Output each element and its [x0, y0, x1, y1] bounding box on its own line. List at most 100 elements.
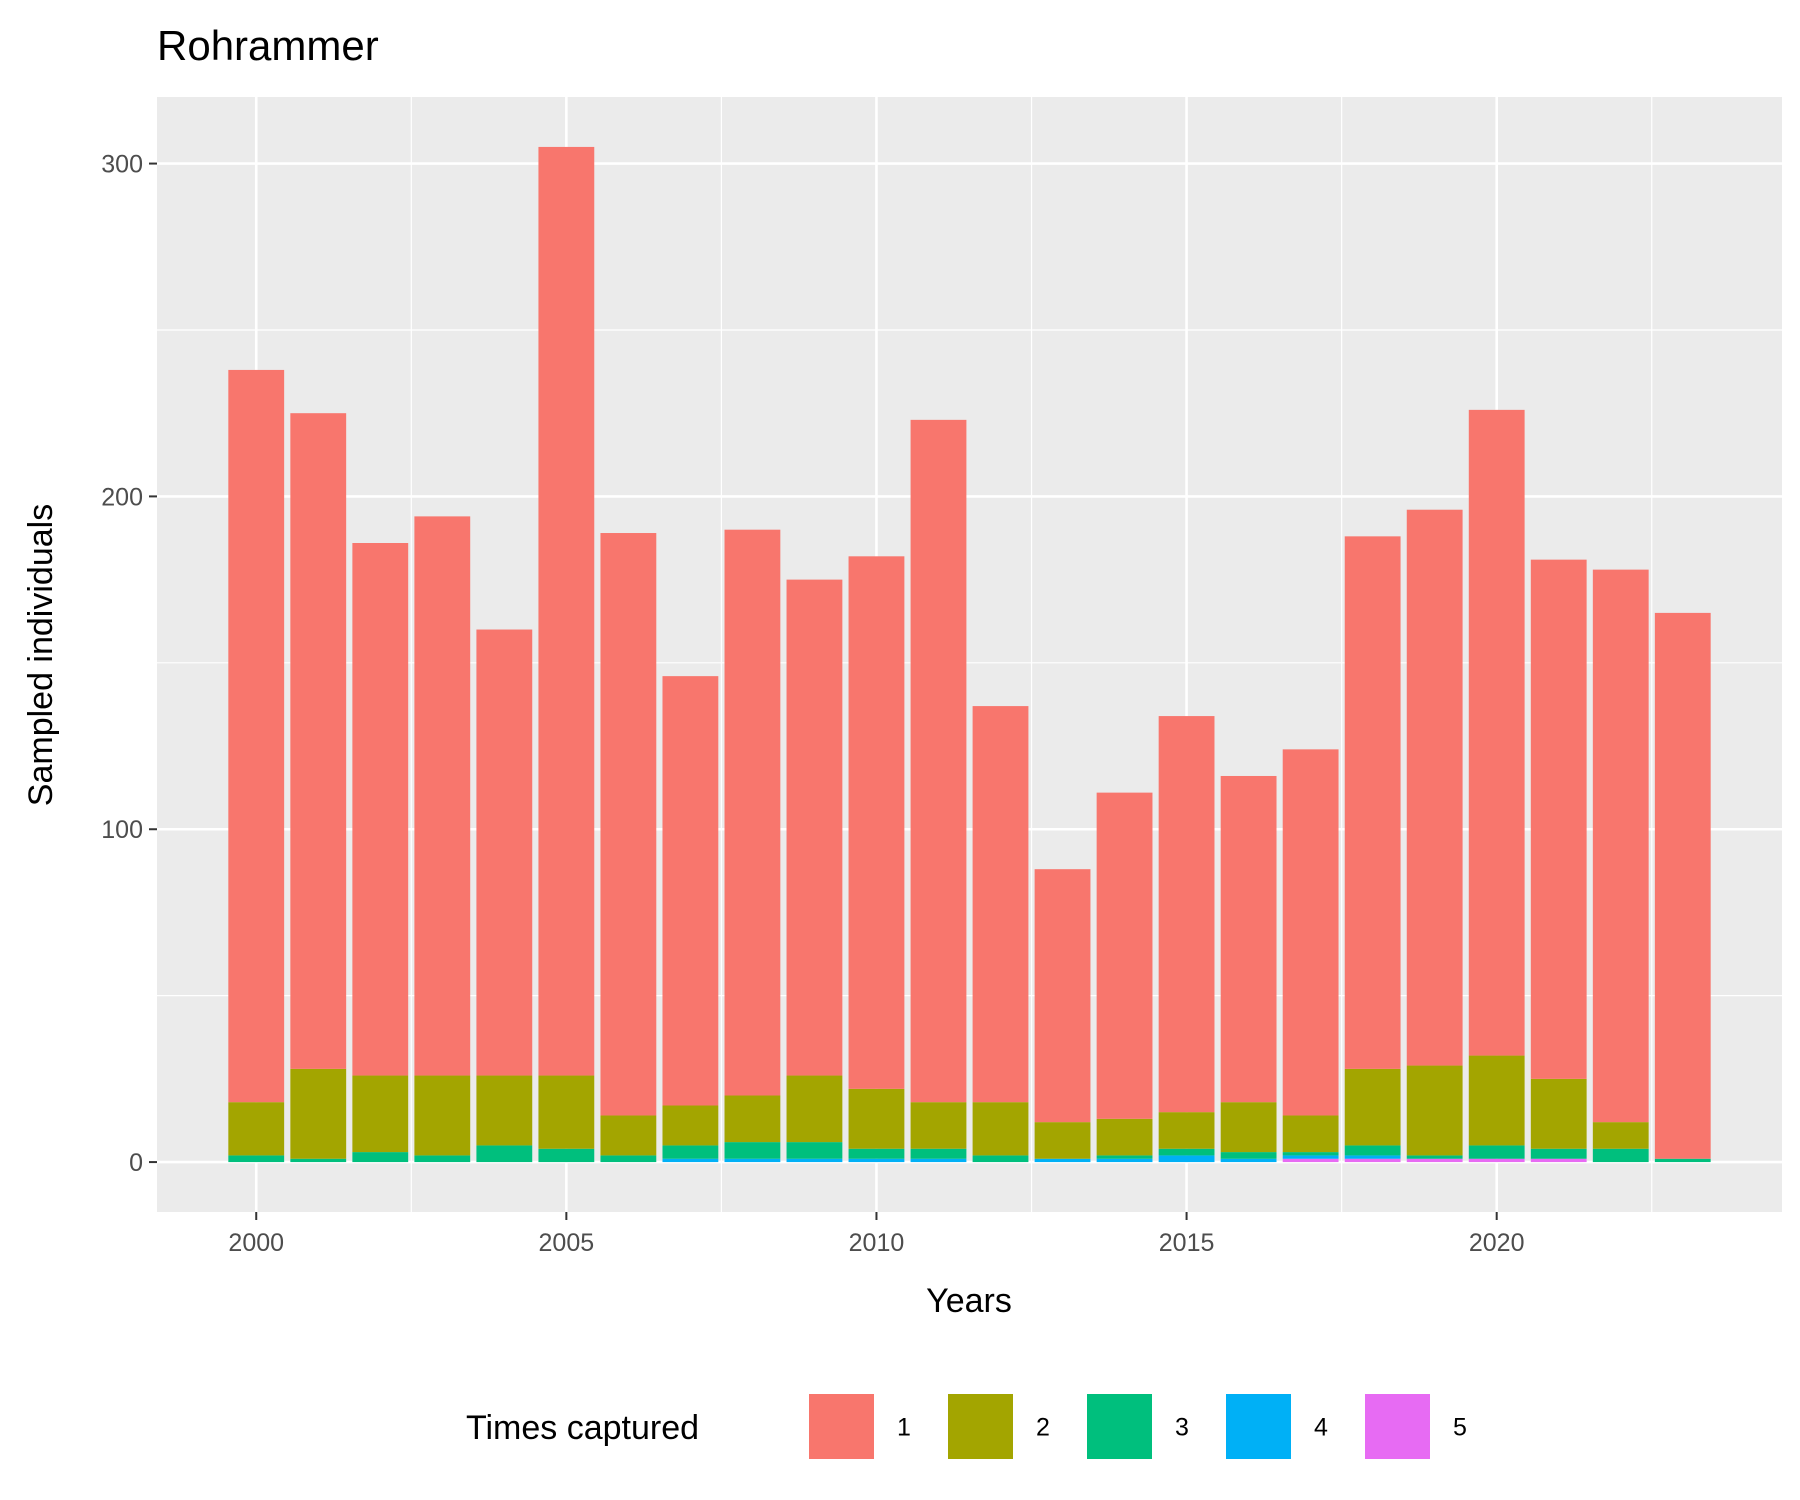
bar-segment: [538, 146, 595, 1076]
bar-segment: [476, 1145, 533, 1163]
x-tick-label: 2015: [1159, 1229, 1215, 1257]
bar-segment: [476, 1075, 533, 1146]
legend-label: 1: [897, 1414, 911, 1442]
bar-segment: [1406, 1155, 1463, 1159]
x-axis-title: Years: [926, 1282, 1012, 1320]
bar-segment: [1158, 1112, 1215, 1149]
bar-segment: [228, 369, 285, 1103]
bar-segment: [476, 629, 533, 1076]
legend: Times captured 1 2 3 4 5: [466, 1392, 1467, 1461]
bar-segment: [1530, 559, 1587, 1079]
legend-key: [1363, 1392, 1432, 1461]
bar-segment: [290, 1158, 347, 1163]
bar-segment: [1406, 1158, 1463, 1163]
bar-segment: [1096, 1155, 1153, 1159]
bar-segment: [1654, 612, 1711, 1159]
bar-segment: [1282, 749, 1339, 1116]
x-tick-label: 2000: [228, 1229, 284, 1257]
bar-segment: [600, 1155, 657, 1163]
legend-label: 4: [1314, 1414, 1328, 1442]
bar-segment: [1406, 509, 1463, 1066]
legend-key: [946, 1392, 1015, 1461]
bar-segment: [1282, 1158, 1339, 1163]
y-axis: 0 100 200 300: [101, 151, 157, 1177]
bar-segment: [414, 1075, 471, 1156]
bar-segment: [1034, 1122, 1091, 1159]
bar-segment: [786, 1158, 843, 1163]
bar-segment: [600, 1115, 657, 1156]
bar-segment: [1220, 775, 1277, 1103]
y-tick-label: 200: [101, 483, 143, 511]
bar-segment: [848, 1158, 905, 1163]
bar-segment: [538, 1148, 595, 1163]
bar-segment: [1158, 716, 1215, 1113]
bar-segment: [1344, 1158, 1401, 1163]
x-axis: 2000 2005 2010 2015 2020: [228, 1212, 1525, 1257]
bar-segment: [724, 1142, 781, 1159]
x-tick-label: 2005: [539, 1229, 595, 1257]
bar-segment: [352, 543, 409, 1076]
bar-segment: [1530, 1148, 1587, 1159]
bar-segment: [1530, 1158, 1587, 1163]
bar-segment: [724, 1158, 781, 1163]
bar-segment: [724, 1095, 781, 1143]
bar-segment: [848, 556, 905, 1089]
bar-segment: [600, 533, 657, 1116]
bar-segment: [1592, 1148, 1649, 1163]
legend-label: 3: [1175, 1414, 1189, 1442]
legend-title: Times captured: [466, 1409, 699, 1447]
bar-segment: [1592, 569, 1649, 1123]
bar-segment: [662, 1158, 719, 1163]
bar-segment: [1220, 1102, 1277, 1153]
bar-segment: [1468, 1158, 1525, 1163]
bar-segment: [1096, 1118, 1153, 1156]
bar-segment: [414, 516, 471, 1076]
legend-label: 2: [1036, 1414, 1050, 1442]
bar-segment: [228, 1155, 285, 1163]
y-tick-label: 0: [129, 1149, 143, 1177]
bar-segment: [414, 1155, 471, 1163]
bar-segment: [1282, 1155, 1339, 1159]
bar-segment: [910, 419, 967, 1103]
bar-segment: [538, 1075, 595, 1149]
bar-segment: [786, 1142, 843, 1159]
bar-segment: [786, 579, 843, 1076]
y-axis-title: Sampled individuals: [22, 504, 60, 806]
bar-segment: [910, 1158, 967, 1163]
bar-segment: [1344, 1145, 1401, 1156]
bars: [228, 146, 1711, 1163]
bar-segment: [1468, 409, 1525, 1056]
bar-segment: [910, 1102, 967, 1149]
bar-segment: [1468, 1145, 1525, 1159]
y-tick-label: 100: [101, 816, 143, 844]
bar-segment: [910, 1148, 967, 1159]
chart-title: Rohrammer: [157, 22, 379, 69]
bar-segment: [786, 1075, 843, 1143]
bar-segment: [848, 1088, 905, 1149]
x-tick-label: 2010: [849, 1229, 905, 1257]
legend-label: 5: [1453, 1414, 1467, 1442]
bar-segment: [724, 529, 781, 1096]
bar-segment: [1158, 1148, 1215, 1156]
bar-segment: [1654, 1158, 1711, 1163]
bar-segment: [290, 1068, 347, 1159]
legend-key: [1224, 1392, 1293, 1461]
bar-segment: [662, 676, 719, 1106]
bar-segment: [290, 413, 347, 1069]
bar-segment: [972, 706, 1029, 1103]
x-tick-label: 2020: [1469, 1229, 1525, 1257]
bar-segment: [352, 1152, 409, 1163]
bar-segment: [848, 1148, 905, 1159]
bar-segment: [1530, 1078, 1587, 1149]
legend-key: [807, 1392, 876, 1461]
bar-segment: [1344, 1068, 1401, 1146]
bar-segment: [1592, 1122, 1649, 1149]
bar-segment: [1344, 536, 1401, 1069]
bar-segment: [1406, 1065, 1463, 1156]
bar-segment: [352, 1075, 409, 1153]
bar-segment: [1096, 1158, 1153, 1163]
bar-segment: [1282, 1152, 1339, 1156]
legend-key: [1085, 1392, 1154, 1461]
bar-segment: [1282, 1115, 1339, 1153]
bar-segment: [1468, 1055, 1525, 1146]
